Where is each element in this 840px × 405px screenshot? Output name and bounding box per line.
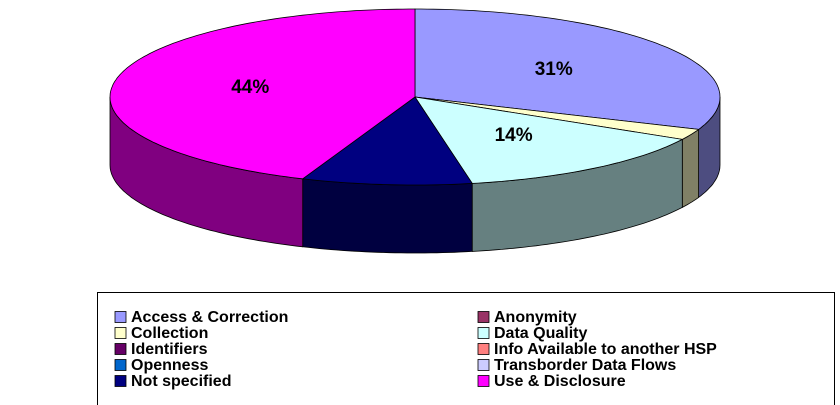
legend: Access & Correction Anonymity Collection Da… (114, 309, 717, 390)
data-labels: 31% 14% 44% (231, 59, 573, 146)
legend-label: Openness (131, 357, 208, 374)
legend-label: Anonymity (494, 309, 577, 326)
legend-label: Transborder Data Flows (494, 357, 676, 374)
legend-swatch (114, 343, 127, 355)
data-label: 14% (495, 125, 533, 146)
legend-swatch (477, 311, 490, 323)
legend-swatch (477, 327, 490, 339)
data-label: 31% (535, 59, 573, 80)
legend-label: Info Available to another HSP (494, 341, 717, 358)
slice (109, 8, 416, 180)
slice-side (681, 128, 699, 209)
slice-side (302, 178, 473, 254)
legend-swatch (477, 375, 490, 387)
slice (414, 8, 721, 130)
legend-label: Access & Correction (131, 309, 288, 326)
legend-label: Data Quality (494, 325, 587, 342)
legend-swatch (114, 375, 127, 387)
legend-swatch (114, 327, 127, 339)
legend-swatch (477, 343, 490, 355)
legend-label: Not specified (131, 373, 231, 390)
legend-swatch (477, 359, 490, 371)
legend-swatch (114, 311, 127, 323)
data-label: 44% (231, 77, 269, 98)
legend-label: Identifiers (131, 341, 208, 358)
slice (301, 96, 473, 186)
slice (414, 96, 700, 140)
legend-box (97, 292, 835, 405)
legend-swatch (114, 359, 127, 371)
legend-label: Collection (131, 325, 208, 342)
pie-tops (109, 8, 721, 186)
slice (414, 96, 684, 184)
legend-label: Use & Disclosure (494, 373, 626, 390)
